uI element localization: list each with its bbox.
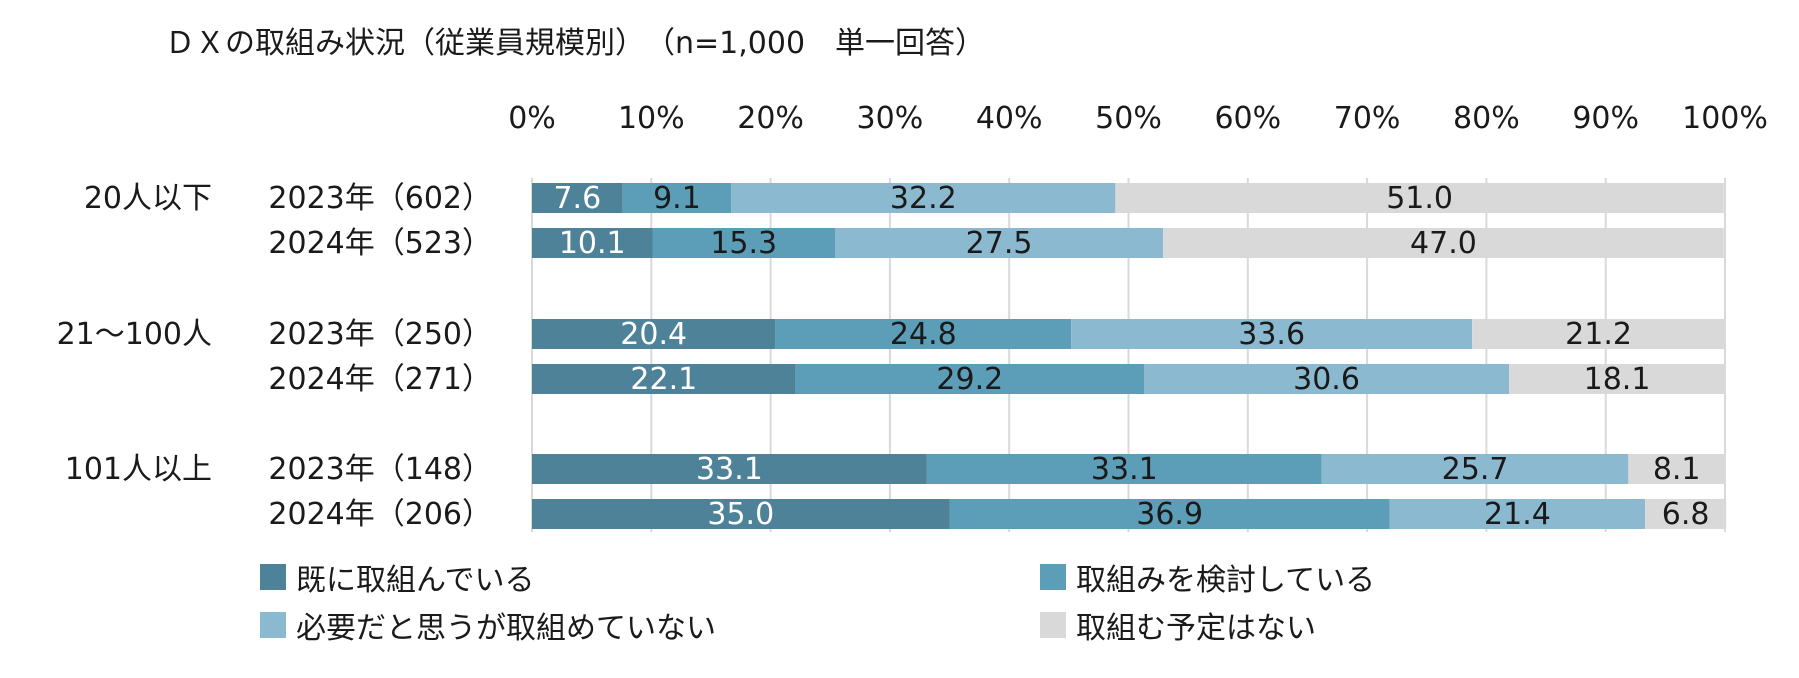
group-label: 21～100人 bbox=[57, 317, 212, 352]
data-label: 27.5 bbox=[966, 226, 1033, 261]
data-label: 21.4 bbox=[1484, 497, 1551, 532]
data-label: 51.0 bbox=[1386, 181, 1453, 216]
data-label: 25.7 bbox=[1442, 452, 1509, 487]
legend-swatch-0 bbox=[260, 564, 286, 590]
legend-item-3: 取組む予定はない bbox=[1040, 603, 1316, 647]
data-label: 21.2 bbox=[1565, 317, 1632, 352]
legend-label-1: 取組みを検討している bbox=[1076, 563, 1376, 598]
bar-segment bbox=[775, 319, 1072, 349]
x-tick-label: 80% bbox=[1453, 101, 1520, 136]
legend-swatch-2 bbox=[260, 612, 286, 638]
x-tick-label: 40% bbox=[976, 101, 1043, 136]
row-label: 2024年（206） bbox=[268, 497, 492, 532]
row-label: 2024年（271） bbox=[268, 362, 492, 397]
x-tick-label: 20% bbox=[737, 101, 804, 136]
row-label: 2023年（602） bbox=[268, 181, 492, 216]
bar-segment bbox=[1163, 228, 1724, 258]
data-label: 22.1 bbox=[630, 362, 697, 397]
bar-segment bbox=[532, 364, 796, 394]
data-label: 33.1 bbox=[1091, 452, 1158, 487]
x-tick-label: 50% bbox=[1095, 101, 1162, 136]
bar-segment bbox=[1389, 499, 1646, 529]
group-label: 20人以下 bbox=[84, 181, 212, 216]
row-label: 2024年（523） bbox=[268, 226, 492, 261]
data-label: 36.9 bbox=[1136, 497, 1203, 532]
legend-swatch-1 bbox=[1040, 564, 1066, 590]
bar-segment bbox=[926, 454, 1322, 484]
legend-swatch-3 bbox=[1040, 612, 1066, 638]
data-label: 29.2 bbox=[936, 362, 1003, 397]
bar-segment bbox=[1321, 454, 1629, 484]
legend-item-2: 必要だと思うが取組めていない bbox=[260, 603, 716, 647]
bar-segment bbox=[622, 183, 732, 213]
bar-segment bbox=[795, 364, 1145, 394]
data-label: 33.1 bbox=[696, 452, 763, 487]
data-label: 24.8 bbox=[890, 317, 957, 352]
bar-segment bbox=[1071, 319, 1473, 349]
data-label: 20.4 bbox=[620, 317, 687, 352]
data-label: 9.1 bbox=[653, 181, 701, 216]
bar-segment bbox=[1628, 454, 1725, 484]
bar-segment bbox=[835, 228, 1164, 258]
data-label: 35.0 bbox=[707, 497, 774, 532]
x-tick-label: 10% bbox=[618, 101, 685, 136]
bar-segment bbox=[652, 228, 836, 258]
chart-title: ＤＸの取組み状況（従業員規模別） （n=1,000 単一回答） bbox=[165, 26, 986, 61]
legend-label-3: 取組む予定はない bbox=[1076, 611, 1316, 646]
x-tick-label: 100% bbox=[1682, 101, 1768, 136]
bar-segment bbox=[532, 454, 927, 484]
data-label: 10.1 bbox=[559, 226, 626, 261]
bar-segment bbox=[532, 228, 653, 258]
data-label: 33.6 bbox=[1238, 317, 1305, 352]
bar-segment bbox=[532, 183, 623, 213]
group-label: 101人以上 bbox=[65, 452, 212, 487]
bar-segment bbox=[731, 183, 1116, 213]
bar-segment bbox=[1509, 364, 1725, 394]
bar-segment bbox=[532, 499, 950, 529]
legend-label-0: 既に取組んでいる bbox=[296, 563, 535, 598]
row-label: 2023年（250） bbox=[268, 317, 492, 352]
bar-segment bbox=[532, 319, 776, 349]
x-tick-label: 90% bbox=[1572, 101, 1639, 136]
x-tick-label: 0% bbox=[508, 101, 556, 136]
legend: 既に取組んでいる 取組みを検討している 必要だと思うが取組めていない 取組む予定… bbox=[260, 555, 1560, 665]
x-tick-label: 70% bbox=[1334, 101, 1401, 136]
data-label: 15.3 bbox=[710, 226, 777, 261]
bar-segment bbox=[1645, 499, 1727, 529]
x-tick-label: 30% bbox=[857, 101, 924, 136]
bar-segment bbox=[1144, 364, 1510, 394]
legend-item-1: 取組みを検討している bbox=[1040, 555, 1375, 599]
data-label: 8.1 bbox=[1653, 452, 1701, 487]
data-label: 7.6 bbox=[553, 181, 601, 216]
data-label: 32.2 bbox=[890, 181, 957, 216]
bar-segment bbox=[949, 499, 1390, 529]
bar-segment bbox=[1115, 183, 1724, 213]
data-label: 6.8 bbox=[1662, 497, 1710, 532]
row-label: 2023年（148） bbox=[268, 452, 492, 487]
bar-segment bbox=[1472, 319, 1725, 349]
data-label: 18.1 bbox=[1584, 362, 1651, 397]
data-label: 30.6 bbox=[1293, 362, 1360, 397]
x-tick-label: 60% bbox=[1214, 101, 1281, 136]
legend-label-2: 必要だと思うが取組めていない bbox=[296, 611, 716, 646]
legend-item-0: 既に取組んでいる bbox=[260, 555, 535, 599]
data-label: 47.0 bbox=[1410, 226, 1477, 261]
